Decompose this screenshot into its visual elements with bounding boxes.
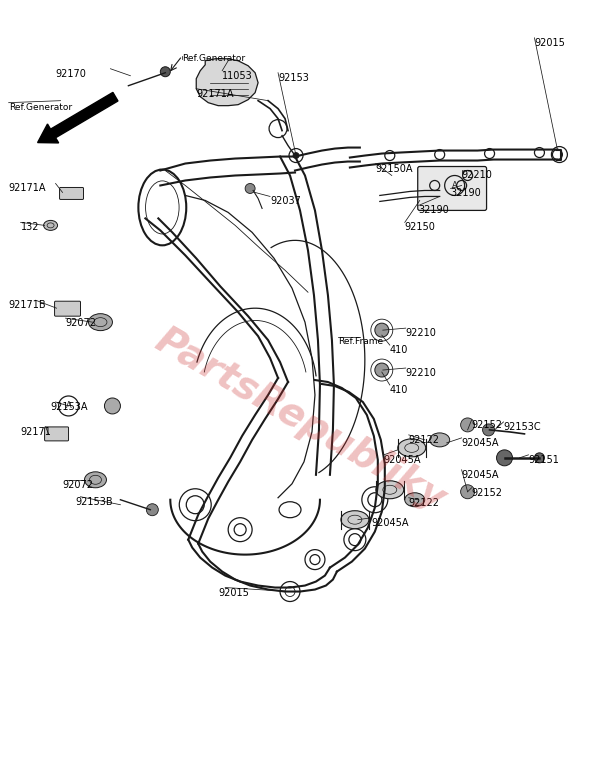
- Text: 92210: 92210: [406, 328, 437, 338]
- Text: 92152: 92152: [472, 488, 503, 498]
- Ellipse shape: [376, 481, 404, 499]
- FancyArrow shape: [38, 93, 118, 143]
- Text: 92153B: 92153B: [76, 496, 113, 506]
- Text: 92151: 92151: [529, 455, 559, 464]
- Text: 92210: 92210: [461, 170, 493, 180]
- Text: A: A: [65, 401, 71, 411]
- Text: 132: 132: [20, 223, 39, 233]
- Text: 92045A: 92045A: [461, 470, 499, 480]
- Ellipse shape: [85, 471, 106, 488]
- Circle shape: [293, 152, 299, 159]
- Circle shape: [375, 363, 389, 377]
- Circle shape: [245, 184, 255, 194]
- Circle shape: [375, 323, 389, 337]
- Text: Ref.Generator: Ref.Generator: [8, 103, 72, 112]
- Text: 92150A: 92150A: [376, 163, 413, 173]
- Circle shape: [535, 453, 544, 463]
- Ellipse shape: [398, 439, 426, 457]
- Text: 92122: 92122: [409, 435, 440, 445]
- FancyBboxPatch shape: [55, 301, 80, 316]
- Text: 92150: 92150: [405, 223, 436, 233]
- Text: 92171: 92171: [20, 427, 52, 437]
- Text: 92072: 92072: [62, 480, 94, 490]
- Text: 92122: 92122: [409, 498, 440, 508]
- Text: 92171A: 92171A: [8, 184, 46, 194]
- Text: 92015: 92015: [218, 587, 249, 598]
- Circle shape: [160, 67, 170, 77]
- Text: A: A: [452, 181, 458, 190]
- Ellipse shape: [430, 433, 449, 447]
- Text: 92153: 92153: [278, 72, 309, 82]
- Text: 92152: 92152: [472, 420, 503, 430]
- FancyBboxPatch shape: [44, 427, 68, 441]
- Text: 92210: 92210: [406, 368, 437, 378]
- Ellipse shape: [88, 314, 112, 331]
- Text: 92171A: 92171A: [196, 89, 234, 99]
- Circle shape: [146, 503, 158, 516]
- Circle shape: [461, 418, 475, 432]
- Ellipse shape: [44, 220, 58, 230]
- Text: 410: 410: [390, 385, 408, 395]
- Text: 92153C: 92153C: [503, 422, 541, 432]
- Text: 92153A: 92153A: [50, 402, 88, 412]
- Text: 410: 410: [390, 345, 408, 355]
- Text: PartsRepubliky: PartsRepubliky: [148, 321, 452, 519]
- Text: 92045A: 92045A: [372, 517, 409, 527]
- Text: 92045A: 92045A: [384, 455, 421, 464]
- Text: Ref.Frame: Ref.Frame: [338, 337, 383, 346]
- Text: 92037: 92037: [270, 197, 301, 206]
- Text: 32190: 32190: [451, 188, 481, 198]
- Circle shape: [497, 450, 512, 466]
- Text: Ref.Generator: Ref.Generator: [182, 54, 245, 63]
- Circle shape: [104, 398, 121, 414]
- Ellipse shape: [405, 492, 425, 506]
- Text: 92015: 92015: [535, 38, 565, 47]
- Text: 92171B: 92171B: [8, 300, 46, 310]
- Ellipse shape: [341, 510, 369, 529]
- Text: 92045A: 92045A: [461, 438, 499, 448]
- FancyBboxPatch shape: [59, 187, 83, 199]
- Circle shape: [482, 424, 494, 436]
- Text: 92072: 92072: [65, 318, 97, 328]
- Text: 32190: 32190: [419, 205, 449, 216]
- Text: 92170: 92170: [56, 68, 86, 79]
- Circle shape: [461, 485, 475, 499]
- Text: 11053: 11053: [222, 71, 253, 81]
- Polygon shape: [196, 59, 258, 106]
- FancyBboxPatch shape: [418, 166, 487, 210]
